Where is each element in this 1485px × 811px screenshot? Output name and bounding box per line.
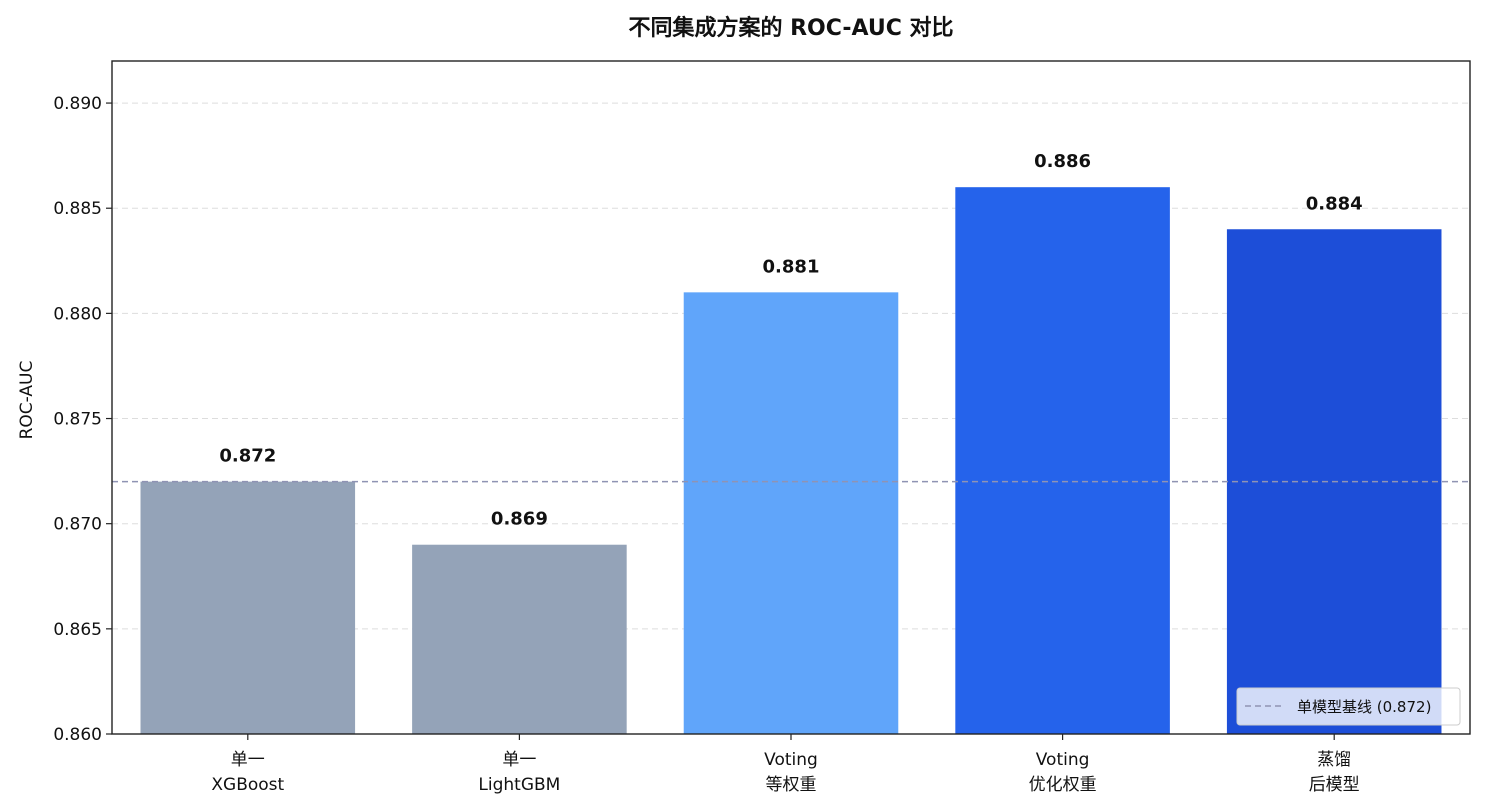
y-tick-label: 0.875	[53, 410, 102, 430]
legend-baseline-label: 单模型基线 (0.872)	[1297, 698, 1431, 716]
bar-value-label: 0.881	[763, 256, 820, 277]
bar	[683, 292, 899, 734]
x-tick-label-line1: Voting	[1036, 750, 1090, 770]
x-tick-label-line2: XGBoost	[211, 775, 284, 795]
value-labels: 0.872 0.869 0.881 0.886 0.884	[219, 151, 1362, 530]
y-tick-label: 0.885	[53, 199, 102, 219]
bar	[955, 187, 1170, 734]
bar-value-label: 0.884	[1306, 193, 1363, 214]
legend-box	[1236, 687, 1461, 726]
x-tick-label-line2: 优化权重	[1029, 775, 1097, 795]
y-tick-label: 0.860	[53, 725, 102, 745]
x-tick-label-line1: 单一	[231, 750, 265, 770]
x-tick-label-line2: 后模型	[1309, 775, 1360, 795]
y-axis-ticks: 0.860 0.865 0.870 0.875 0.880 0.885 0.890	[53, 94, 112, 745]
y-tick-label: 0.880	[53, 304, 102, 324]
plot-frame	[111, 60, 1471, 735]
legend: 单模型基线 (0.872)	[1236, 687, 1461, 726]
bar-value-label: 0.886	[1034, 151, 1091, 172]
y-tick-label: 0.890	[53, 94, 102, 114]
bar-value-label: 0.869	[491, 509, 548, 530]
x-tick-label-line2: 等权重	[766, 775, 817, 795]
x-tick-label-line2: LightGBM	[478, 775, 560, 795]
y-axis-title: ROC-AUC	[17, 361, 37, 440]
chart-title: 不同集成方案的 ROC-AUC 对比	[628, 15, 953, 41]
x-tick-label-line1: Voting	[764, 750, 818, 770]
bar	[412, 544, 627, 734]
x-tick-label-line1: 单一	[502, 750, 536, 770]
y-tick-label: 0.870	[53, 515, 102, 535]
y-tick-label: 0.865	[53, 620, 102, 640]
bar-value-label: 0.872	[219, 446, 276, 467]
bar	[140, 481, 356, 734]
x-tick-label-line1: 蒸馏	[1317, 750, 1351, 770]
x-axis-ticks: 单一 XGBoost 单一 LightGBM Voting 等权重 Voting 优化权重 蒸馏…	[211, 734, 1360, 795]
